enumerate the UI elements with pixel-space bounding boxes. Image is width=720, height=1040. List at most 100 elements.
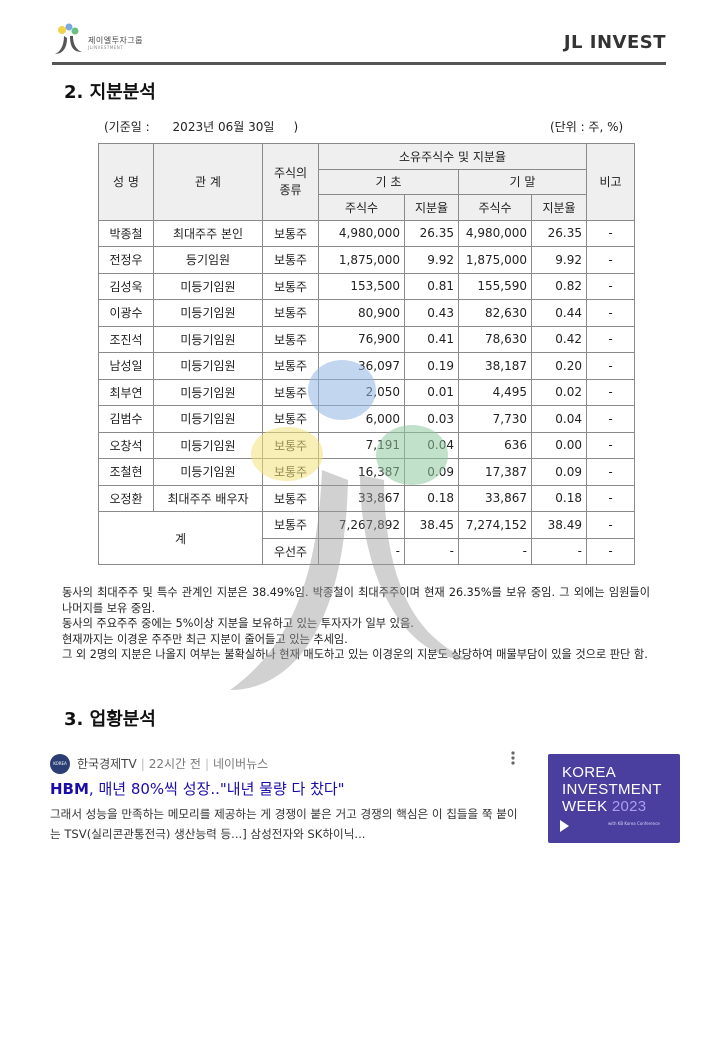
news-snippet: 그래서 성능을 만족하는 메모리를 제공하는 게 경쟁이 붙은 거고 경쟁의 핵… xyxy=(50,807,518,841)
cell-remarks: - xyxy=(586,246,635,274)
cell-relation: 미등기임원 xyxy=(153,352,263,380)
news-platform[interactable]: 네이버뉴스 xyxy=(213,757,269,771)
header-divider xyxy=(52,62,666,65)
thumbnail-text: KOREA INVESTMENT WEEK 2023 xyxy=(562,764,662,815)
cell-start-shares: 80,900 xyxy=(318,299,405,327)
cell-start-shares: 7,191 xyxy=(318,431,405,459)
cell-start-shares: 7,267,892 xyxy=(318,511,405,539)
more-vertical-icon[interactable] xyxy=(510,750,516,770)
cell-end-shares: 38,187 xyxy=(458,352,532,380)
cell-name: 남성일 xyxy=(98,352,154,380)
table-row-total-preferred: 우선주 - - - - - xyxy=(99,537,635,565)
cell-remarks: - xyxy=(586,378,635,406)
cell-relation: 미등기임원 xyxy=(153,378,263,406)
cell-start-shares: 36,097 xyxy=(318,352,405,380)
table-row: 전정우 등기임원 보통주 1,875,000 9.92 1,875,000 9.92- xyxy=(98,246,635,274)
cell-remarks: - xyxy=(586,431,635,459)
news-title-link[interactable]: HBM, 매년 80%씩 성장.."내년 물량 다 찼다" xyxy=(50,778,345,799)
table-row: 남성일 미등기임원 보통주 36,097 0.19 38,187 0.20- xyxy=(98,352,635,380)
cell-type: 보통주 xyxy=(262,405,319,433)
analysis-line: 현재까지는 이경운 주주만 최근 지분이 줄어들고 있는 추세임. xyxy=(62,632,348,646)
cell-remarks: - xyxy=(586,325,635,353)
table-row-total-common: 계 보통주 7,267,892 38.45 7,274,152 38.49 - xyxy=(98,511,635,565)
cell-end-ratio: 0.00 xyxy=(531,431,587,459)
cell-end-ratio: 9.92 xyxy=(531,246,587,274)
cell-remarks: - xyxy=(586,272,635,300)
header-stock-type: 주식의 종류 xyxy=(262,143,319,221)
table-row: 최부연 미등기임원 보통주 2,050 0.01 4,495 0.02- xyxy=(98,378,635,406)
analysis-line: 동사의 주요주주 중에는 5%이상 지분을 보유하고 있는 투자자가 일부 있음… xyxy=(62,617,414,630)
header-name: 성 명 xyxy=(98,143,154,221)
reference-date: (기준일 : 2023년 06월 30일 ) xyxy=(104,120,299,134)
header-period-end: 기 말 xyxy=(458,168,587,195)
logo-subtext: JLINVESTMENT xyxy=(88,45,124,50)
header-end-ratio: 지분율 xyxy=(531,194,587,221)
cell-end-ratio: 0.82 xyxy=(531,272,587,300)
cell-type: 보통주 xyxy=(262,246,319,274)
cell-start-ratio: 0.19 xyxy=(404,352,459,380)
cell-start-ratio: 0.09 xyxy=(404,458,459,486)
news-thumbnail[interactable]: KOREA INVESTMENT WEEK 2023 with KB Korea… xyxy=(548,754,680,843)
cell-type: 보통주 xyxy=(262,272,319,300)
cell-start-shares: 76,900 xyxy=(318,325,405,353)
news-title-highlight: HBM xyxy=(50,780,89,798)
cell-start-shares: 16,387 xyxy=(318,458,405,486)
brand-name: JL INVEST xyxy=(563,32,666,53)
cell-end-ratio: 0.20 xyxy=(531,352,587,380)
cell-end-ratio: 0.42 xyxy=(531,325,587,353)
cell-name: 김성욱 xyxy=(98,272,154,300)
news-source[interactable]: 한국경제TV xyxy=(77,757,137,771)
table-row: 오창석 미등기임원 보통주 7,191 0.04 636 0.00- xyxy=(98,431,635,459)
cell-name: 오정환 xyxy=(98,484,154,512)
cell-remarks: - xyxy=(586,511,635,539)
cell-start-ratio: 0.01 xyxy=(404,378,459,406)
cell-remarks: - xyxy=(586,299,635,327)
cell-end-shares: 7,730 xyxy=(458,405,532,433)
cell-start-ratio: 9.92 xyxy=(404,246,459,274)
cell-end-ratio: 0.04 xyxy=(531,405,587,433)
header-end-shares: 주식수 xyxy=(458,194,532,221)
cell-end-ratio: 0.09 xyxy=(531,458,587,486)
cell-remarks: - xyxy=(586,484,635,512)
header-relation: 관 계 xyxy=(153,143,263,221)
cell-type: 보통주 xyxy=(262,352,319,380)
cell-end-ratio: 0.02 xyxy=(531,378,587,406)
cell-type: 보통주 xyxy=(262,431,319,459)
cell-remarks: - xyxy=(586,352,635,380)
cell-name: 조철현 xyxy=(98,458,154,486)
cell-end-ratio: 0.44 xyxy=(531,299,587,327)
cell-end-shares: 78,630 xyxy=(458,325,532,353)
cell-start-shares: 4,980,000 xyxy=(318,219,405,247)
table-row: 김성욱 미등기임원 보통주 153,500 0.81 155,590 0.82- xyxy=(98,272,635,300)
cell-relation: 최대주주 배우자 xyxy=(153,484,263,512)
news-source-logo: KOREA TV xyxy=(50,754,70,786)
logo-text: 제이엘투자그룹 xyxy=(88,36,144,45)
cell-start-shares: 1,875,000 xyxy=(318,246,405,274)
cell-name: 최부연 xyxy=(98,378,154,406)
section-title-equity: 2. 지분분석 xyxy=(64,82,156,103)
cell-relation: 등기임원 xyxy=(153,246,263,274)
news-card[interactable]: KOREA TV 한국경제TV | 22시간 전 | 네이버뉴스 HBM, 매년 80%… xyxy=(50,750,680,850)
play-icon[interactable] xyxy=(556,818,572,834)
cell-end-shares: - xyxy=(458,537,532,565)
cell-end-shares: 1,875,000 xyxy=(458,246,532,274)
cell-end-shares: 4,980,000 xyxy=(458,219,532,247)
unit-label: (단위 : 주, %) xyxy=(550,120,624,134)
company-logo: 제이엘투자그룹 JLINVESTMENT xyxy=(52,22,162,56)
header-start-ratio: 지분율 xyxy=(404,194,459,221)
cell-start-ratio: 0.81 xyxy=(404,272,459,300)
table-row: 이광수 미등기임원 보통주 80,900 0.43 82,630 0.44- xyxy=(98,299,635,327)
header-holdings: 소유주식수 및 지분율 xyxy=(318,143,587,170)
header-period-start: 기 초 xyxy=(318,168,459,195)
page-header: 제이엘투자그룹 JLINVESTMENT JL INVEST xyxy=(52,22,666,64)
cell-end-shares: 17,387 xyxy=(458,458,532,486)
cell-start-ratio: 0.04 xyxy=(404,431,459,459)
cell-end-ratio: 0.18 xyxy=(531,484,587,512)
equity-analysis-text: 동사의 최대주주 및 특수 관계인 지분은 38.49%임. 박종철이 최대주주… xyxy=(62,585,650,663)
news-time: 22시간 전 xyxy=(148,757,201,771)
cell-end-ratio: 26.35 xyxy=(531,219,587,247)
cell-end-shares: 155,590 xyxy=(458,272,532,300)
table-row: 조진석 미등기임원 보통주 76,900 0.41 78,630 0.42- xyxy=(98,325,635,353)
cell-start-shares: - xyxy=(318,537,405,565)
cell-relation: 미등기임원 xyxy=(153,405,263,433)
